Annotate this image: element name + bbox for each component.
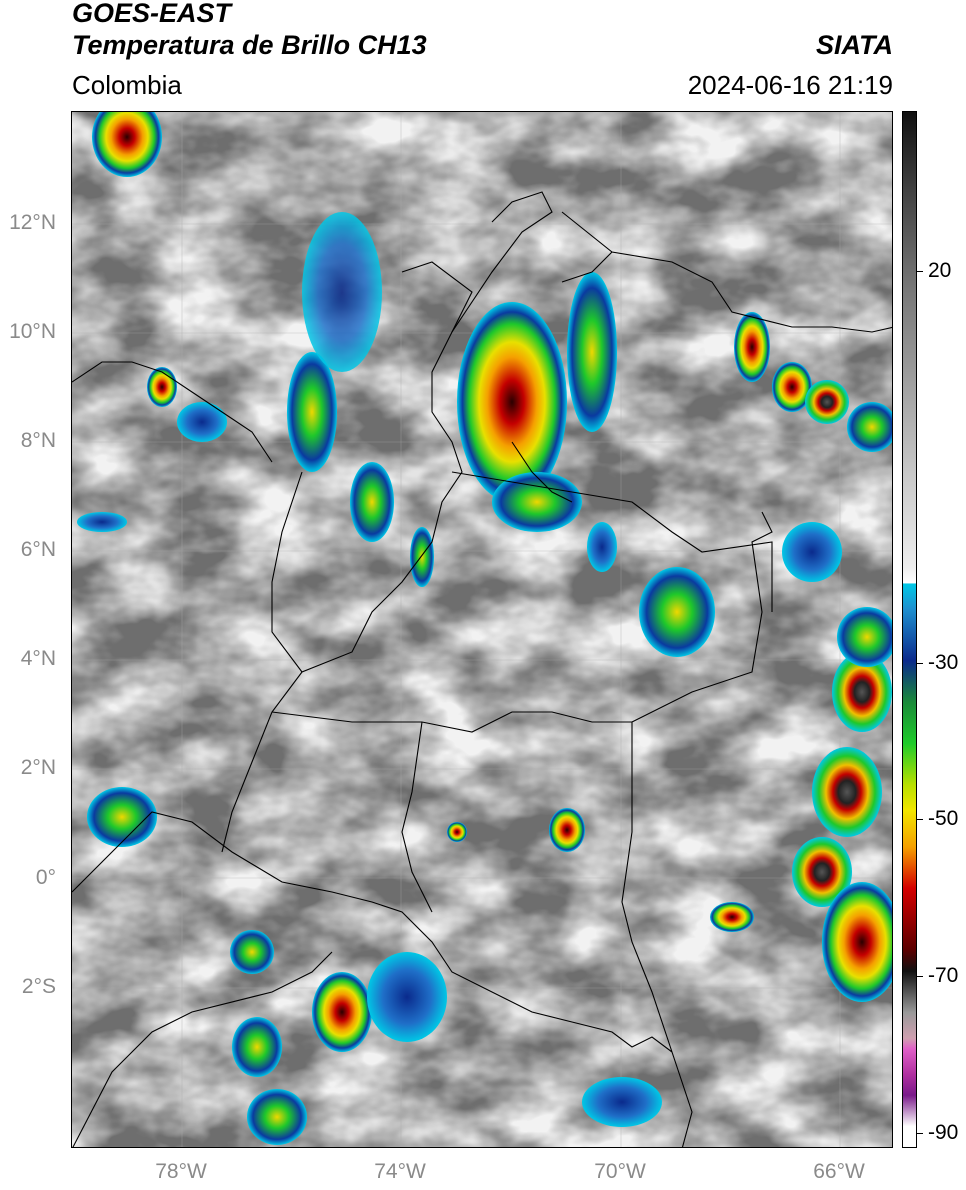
lon-label-66w: 66°W	[813, 1160, 865, 1183]
colorbar-tick-minus50	[917, 819, 923, 820]
colorbar-tick-20	[917, 271, 923, 272]
colorbar-label-20: 20	[928, 259, 952, 282]
convective-cells	[77, 112, 892, 1145]
lon-label-78w: 78°W	[155, 1160, 207, 1183]
colorbar-label-minus70: -70	[928, 964, 959, 987]
colorbar-tick-minus90	[917, 1133, 923, 1134]
lat-label-4n: 4°N	[20, 647, 56, 670]
lat-label-8n: 8°N	[20, 429, 56, 452]
colorbar-tick-minus30	[917, 663, 923, 664]
colorbar-label-minus90: -90	[928, 1121, 959, 1144]
organization-label: SIATA	[816, 30, 893, 60]
country-borders	[72, 191, 892, 1147]
lat-label-6n: 6°N	[20, 538, 56, 561]
colorbar-label-minus30: -30	[928, 651, 959, 674]
region-label: Colombia	[72, 70, 182, 100]
lat-label-0: 0°	[35, 866, 56, 889]
datetime-label: 2024-06-16 21:19	[687, 70, 893, 100]
lon-label-74w: 74°W	[374, 1160, 426, 1183]
lat-label-12n: 12°N	[9, 211, 56, 234]
lat-label-10n: 10°N	[9, 320, 56, 343]
map-canvas	[72, 112, 892, 1147]
colorbar-label-minus50: -50	[928, 807, 959, 830]
satellite-map[interactable]	[71, 111, 893, 1148]
lat-label-2n: 2°N	[20, 756, 56, 779]
lat-label-2s: 2°S	[21, 975, 56, 998]
colorbar-tick-minus70	[917, 976, 923, 977]
product-title: Temperatura de Brillo CH13	[72, 30, 427, 60]
temperature-colorbar	[902, 111, 917, 1148]
satellite-title: GOES-EAST	[72, 0, 232, 28]
lon-label-70w: 70°W	[594, 1160, 646, 1183]
cloud-texture	[72, 112, 892, 1147]
